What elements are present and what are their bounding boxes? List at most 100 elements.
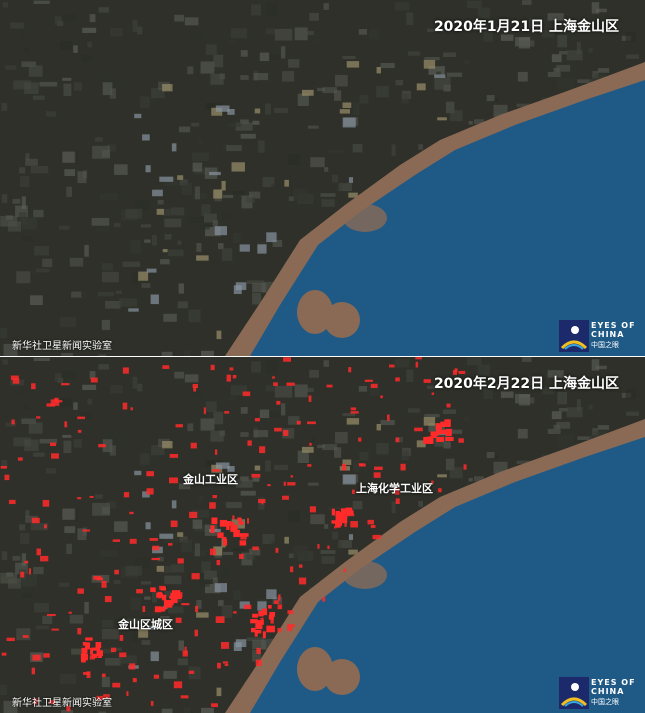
field-patch: [113, 580, 121, 585]
hotspot: [309, 506, 317, 513]
area-label: 金山工业区: [183, 473, 238, 486]
hotspot: [103, 694, 110, 699]
hotspot: [166, 599, 174, 606]
field-patch: [282, 71, 295, 82]
hotspot: [66, 705, 71, 712]
building-patch: [231, 519, 245, 529]
field-patch: [35, 625, 50, 630]
field-patch: [529, 375, 542, 385]
field-patch: [118, 298, 137, 307]
field-patch: [77, 528, 87, 541]
field-patch: [556, 421, 571, 429]
field-patch: [328, 150, 345, 154]
hotspot: [370, 383, 378, 389]
field-patch: [274, 107, 289, 114]
field-patch: [191, 152, 210, 162]
field-patch: [98, 7, 110, 13]
field-patch: [338, 183, 352, 192]
field-patch: [199, 581, 210, 587]
building-patch: [159, 176, 174, 182]
hotspot: [372, 534, 382, 540]
field-patch: [95, 137, 103, 142]
field-patch: [190, 388, 204, 397]
hotspot: [423, 379, 431, 383]
hotspot: [77, 497, 82, 500]
field-patch: [98, 354, 107, 356]
field-patch: [434, 77, 451, 90]
hotspot: [42, 499, 50, 507]
field-patch: [486, 94, 495, 102]
hotspot: [252, 613, 258, 618]
field-patch: [331, 174, 339, 183]
field-patch: [335, 74, 348, 87]
field-patch: [1, 460, 8, 468]
hotspot: [256, 647, 261, 655]
field-patch: [322, 87, 338, 94]
hotspot: [364, 379, 373, 382]
field-patch: [81, 412, 92, 419]
hotspot: [212, 495, 217, 499]
field-patch: [518, 40, 535, 47]
field-patch: [551, 54, 562, 63]
field-patch: [101, 319, 110, 331]
field-patch: [222, 143, 230, 150]
field-patch: [18, 656, 26, 666]
field-patch: [59, 316, 77, 327]
hotspot: [283, 357, 292, 362]
field-patch: [152, 591, 158, 603]
field-patch: [271, 541, 283, 552]
field-patch: [34, 245, 50, 256]
building-patch: [128, 308, 139, 312]
hotspot: [441, 429, 449, 435]
hotspot: [177, 558, 184, 564]
hotspot: [191, 573, 200, 580]
field-patch: [391, 501, 396, 514]
field-patch: [115, 434, 125, 445]
field-patch: [170, 564, 185, 573]
field-patch: [401, 93, 409, 104]
field-patch: [253, 73, 269, 81]
hotspot: [335, 521, 343, 526]
field-patch: [106, 144, 116, 152]
field-patch: [593, 431, 607, 440]
hotspot: [32, 654, 41, 661]
hotspot: [256, 630, 262, 634]
field-patch: [64, 169, 76, 177]
hotspot: [122, 367, 129, 374]
field-patch: [3, 343, 18, 356]
field-patch: [33, 95, 45, 100]
field-patch: [3, 700, 18, 713]
field-patch: [418, 501, 424, 507]
hotspot: [274, 427, 282, 432]
hotspot: [287, 482, 296, 486]
field-patch: [577, 79, 593, 84]
building-patch: [348, 534, 354, 540]
field-patch: [265, 103, 272, 115]
hotspot: [96, 650, 102, 655]
building-patch: [348, 177, 354, 183]
field-patch: [134, 200, 150, 211]
building-patch: [213, 189, 223, 199]
hotspot: [95, 642, 102, 649]
field-patch: [496, 383, 504, 387]
hotspot: [278, 594, 281, 601]
field-patch: [101, 628, 119, 640]
field-patch: [547, 370, 564, 378]
field-patch: [218, 243, 224, 250]
field-patch: [310, 437, 315, 442]
hotspot: [277, 628, 282, 633]
field-patch: [181, 539, 193, 553]
field-patch: [25, 158, 38, 166]
field-patch: [477, 7, 490, 19]
field-patch: [418, 144, 424, 150]
hotspot: [83, 648, 88, 654]
hotspot: [336, 511, 342, 520]
building-patch: [177, 532, 184, 537]
hotspot: [169, 453, 179, 458]
field-patch: [518, 397, 535, 404]
field-patch: [81, 55, 92, 62]
field-patch: [62, 151, 76, 163]
hotspot: [49, 442, 57, 447]
hotspot: [77, 429, 82, 433]
satellite-map: [0, 357, 645, 713]
